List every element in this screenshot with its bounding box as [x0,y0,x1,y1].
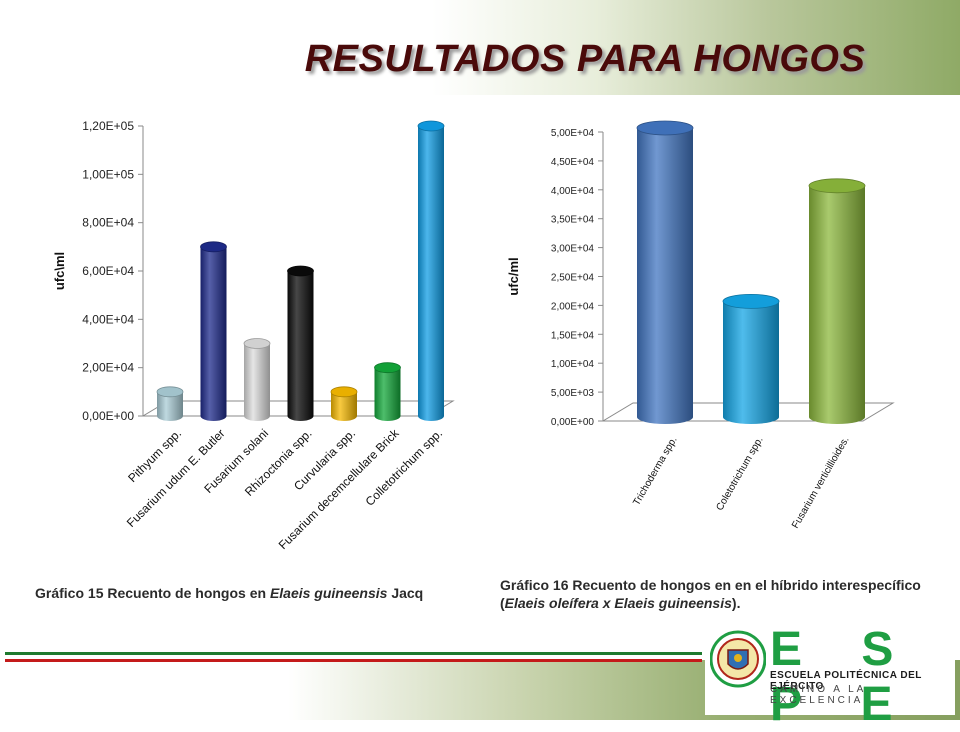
bar-body [809,185,865,424]
caption-15-suffix: Jacq [387,585,424,601]
y-tick-label: 0,00E+00 [82,409,134,423]
bar [200,241,227,421]
y-tick-label: 2,00E+04 [551,301,595,312]
caption-16-species: Elaeis oleífera x Elaeis guineensis [504,595,732,611]
bar-top [722,293,780,309]
bar-body [637,128,693,424]
footer-red-stripe [5,659,702,662]
caption-16-suffix: ). [731,595,741,611]
logo-school-name: ESCUELA POLITÉCNICA DEL EJÉRCITO [770,670,922,692]
y-tick-label: 1,20E+05 [82,119,134,133]
bar-body [200,246,227,421]
footer-white-stripe [5,656,702,658]
x-tick-label: Trichoderma spp. [631,435,679,508]
bar [417,120,445,421]
y-tick-label: 1,00E+04 [551,359,595,370]
header-gradient-band [0,0,960,95]
bar-top [287,265,314,277]
bar-body [723,301,779,424]
chart-hybrid: 0,00E+00 5,00E+03 1,00E+04 1,50E+04 2,00E+04… [506,120,895,530]
y-tick-label: 8,00E+04 [82,216,134,230]
x-tick-label: Colletotrichum spp. [363,426,446,509]
x-tick-label: Coletotrichum spp. [714,435,765,513]
y-tick-label: 4,00E+04 [82,312,134,326]
y-tick-label: 3,50E+04 [551,215,595,226]
bar [636,120,694,424]
bar-top [200,241,227,253]
y-tick-label: 1,00E+05 [82,167,134,181]
y-tick-label: 3,00E+04 [551,244,595,255]
university-seal-icon [710,630,766,688]
y-tick-label: 2,00E+04 [82,361,134,375]
bar-top [417,120,445,132]
bar-body [244,343,270,421]
y-tick-label: 4,50E+04 [551,157,595,168]
bar [722,293,780,424]
slide-title: RESULTADOS PARA HONGOS [304,38,866,80]
bar-top [374,362,401,374]
y-tick-label: 0,00E+00 [551,417,595,428]
bar [808,178,866,424]
bar-body [331,391,357,421]
caption-15-species: Elaeis guineensis [269,585,388,601]
chart-elaeis-guineensis: 0,00E+00 2,00E+04 4,00E+04 6,00E+04 8,00E+04… [52,119,455,550]
bar [330,386,358,421]
x-tick-label: Fusarium verticillioides. [790,435,851,530]
y-tick-label: 6,00E+04 [82,264,134,278]
logo-motto: CAMINO A LA EXCELENCIA [770,684,866,706]
bar-body [157,391,183,421]
bar-body [287,271,314,421]
bar [243,338,271,421]
bar-top [156,386,184,398]
bar [374,362,401,421]
bar-body [374,367,401,421]
y-tick-label: 5,00E+04 [551,128,595,139]
footer-green-stripe [5,652,702,655]
y-axis-label: ufc/ml [506,257,521,295]
bar [156,386,184,421]
bar-top [636,120,694,136]
bar-top [243,338,271,349]
chart-floor [601,402,895,422]
caption-chart-16: Gráfico 16 Recuento de hongos en en el h… [500,576,940,612]
caption-chart-15: Gráfico 15 Recuento de hongos en Elaeis … [35,584,485,602]
caption-15-text: Gráfico 15 Recuento de hongos en [35,585,270,601]
y-tick-label: 5,00E+03 [551,388,595,399]
y-tick-label: 1,50E+04 [551,330,595,341]
bar-top [330,386,358,398]
y-tick-label: 4,00E+04 [551,186,595,197]
caption-16-text: Gráfico 16 Recuento de hongos en en el h… [500,577,921,611]
bar-top [808,178,866,194]
bar-body [418,126,444,421]
y-tick-label: 2,50E+04 [551,273,595,284]
y-axis-label: ufc\ml [52,252,67,290]
bar [287,265,314,421]
